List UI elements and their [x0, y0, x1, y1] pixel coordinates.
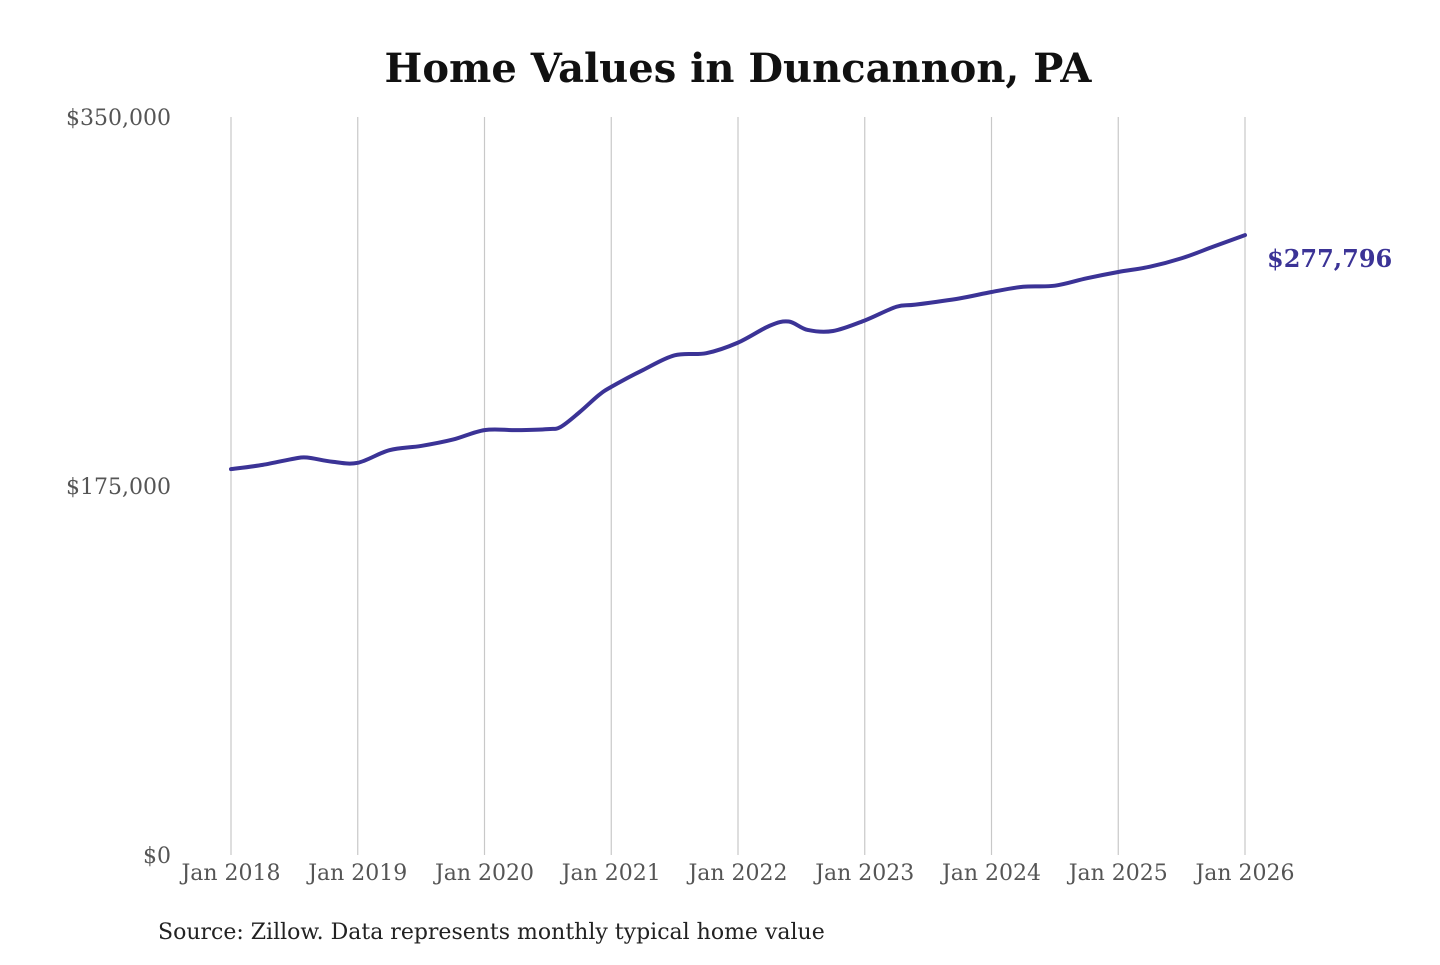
x-tick-label: Jan 2019: [306, 861, 407, 886]
x-tick-label: Jan 2020: [433, 861, 534, 886]
x-tick-label: Jan 2021: [560, 861, 661, 886]
y-tick-label: $175,000: [66, 475, 171, 500]
series-line: [229, 233, 1247, 472]
x-tick-label: Jan 2026: [1193, 861, 1294, 886]
latest-value-label: $277,796: [1267, 244, 1392, 273]
chart-title: Home Values in Duncannon, PA: [385, 45, 1093, 92]
x-tick-label: Jan 2018: [179, 861, 280, 886]
x-tick-label: Jan 2023: [813, 861, 914, 886]
y-tick-label: $350,000: [66, 106, 171, 131]
grid-lines: [230, 117, 1246, 855]
x-tick-label: Jan 2025: [1067, 861, 1168, 886]
x-tick-label: Jan 2024: [940, 861, 1041, 886]
x-tick-label: Jan 2022: [686, 861, 787, 886]
y-axis-ticks: $0 $175,000 $350,000: [66, 106, 171, 869]
series-layer: [229, 233, 1247, 472]
source-note: Source: Zillow. Data represents monthly …: [158, 920, 825, 945]
x-axis-ticks: Jan 2018 Jan 2019 Jan 2020 Jan 2021 Jan 2022…: [179, 861, 1294, 886]
y-tick-label: $0: [143, 844, 171, 869]
